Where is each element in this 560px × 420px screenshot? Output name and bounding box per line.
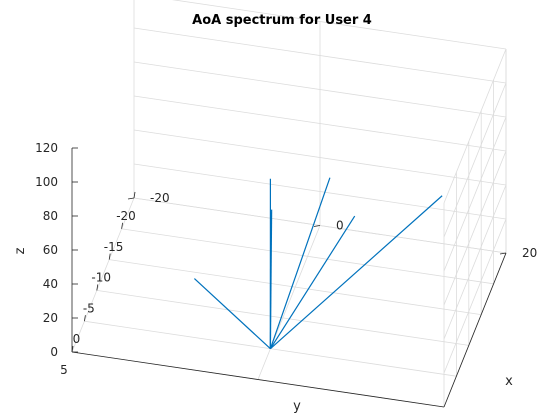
x-tick-label: -20 [150,191,170,205]
y-tick-mark [133,191,136,199]
y-tick-mark [121,222,123,229]
grid-line [443,82,507,238]
z-axis-label: z [13,247,28,254]
x-tick-mark [127,197,135,200]
z-tick-label: 100 [35,175,58,189]
x-tick-mark [499,252,507,255]
y-tick-label: -10 [91,271,111,285]
y-tick-label: -20 [116,209,136,223]
x-tick-label: 20 [522,246,537,260]
z-tick-label: 60 [43,243,58,257]
aoa-ray [270,195,443,350]
grid-line [443,150,507,306]
y-tick-label: 5 [60,363,68,377]
axis-box-edges [71,147,507,408]
aoa-ray [269,177,331,349]
x-tick-mark [313,225,321,227]
grid-line [443,218,507,374]
x-axis-line [71,351,445,408]
z-tick-label: 120 [35,141,58,155]
grid-line [71,197,135,353]
z-tick-label: 20 [43,311,58,325]
x-tick-label: 0 [336,219,344,233]
z-tick-label: 80 [43,209,58,223]
grid-line [109,259,482,315]
x-axis-label: x [505,374,513,389]
grid-line [96,290,469,346]
data-rays [193,177,443,350]
y-tick-mark [71,345,74,353]
y-tick-mark [84,315,86,322]
grid-line [443,48,507,204]
y-axis-line [443,252,507,408]
z-tick-label: 0 [50,345,58,359]
grid-line [443,184,507,340]
y-tick-mark [108,253,111,260]
grid-lines [71,0,507,408]
y-axis-label: y [293,399,301,414]
y-tick-label: 0 [73,332,81,346]
aoa-ray [193,278,271,350]
grid-line [257,225,321,380]
grid-line [121,228,494,285]
chart-title: AoA spectrum for User 4 [192,13,372,28]
aoa-ray [269,215,356,350]
grid-line [443,116,507,272]
y-tick-label: -15 [104,240,124,254]
aoa-ray [269,209,273,349]
y-tick-mark [96,284,99,291]
z-tick-label: 40 [43,277,58,291]
y-tick-label: -5 [83,301,95,315]
